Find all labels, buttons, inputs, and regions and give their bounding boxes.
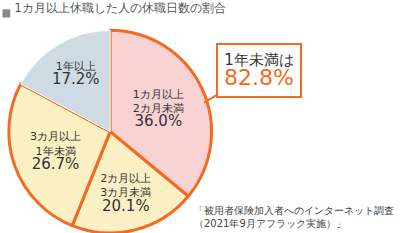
svg-text:1年未満は82.8%: 1年未満は82.8% [224,51,294,90]
svg-text:「被用者保険加入者へのインターネット調査（2021年9月アフ: 「被用者保険加入者へのインターネット調査（2021年9月アフラック実施）」 [194,205,394,229]
svg-text:1カ月以上休職した人の休職日数の割合: 1カ月以上休職した人の休職日数の割合 [14,1,226,15]
svg-text:3カ月以上1年未満26.7%: 3カ月以上1年未満26.7% [30,130,81,173]
svg-text:1カ月以上2カ月未満36.0%: 1カ月以上2カ月未満36.0% [133,88,184,131]
svg-text:1年以上17.2%: 1年以上17.2% [52,60,100,88]
svg-text:2カ月以上3カ月未満20.1%: 2カ月以上3カ月未満20.1% [100,172,151,215]
